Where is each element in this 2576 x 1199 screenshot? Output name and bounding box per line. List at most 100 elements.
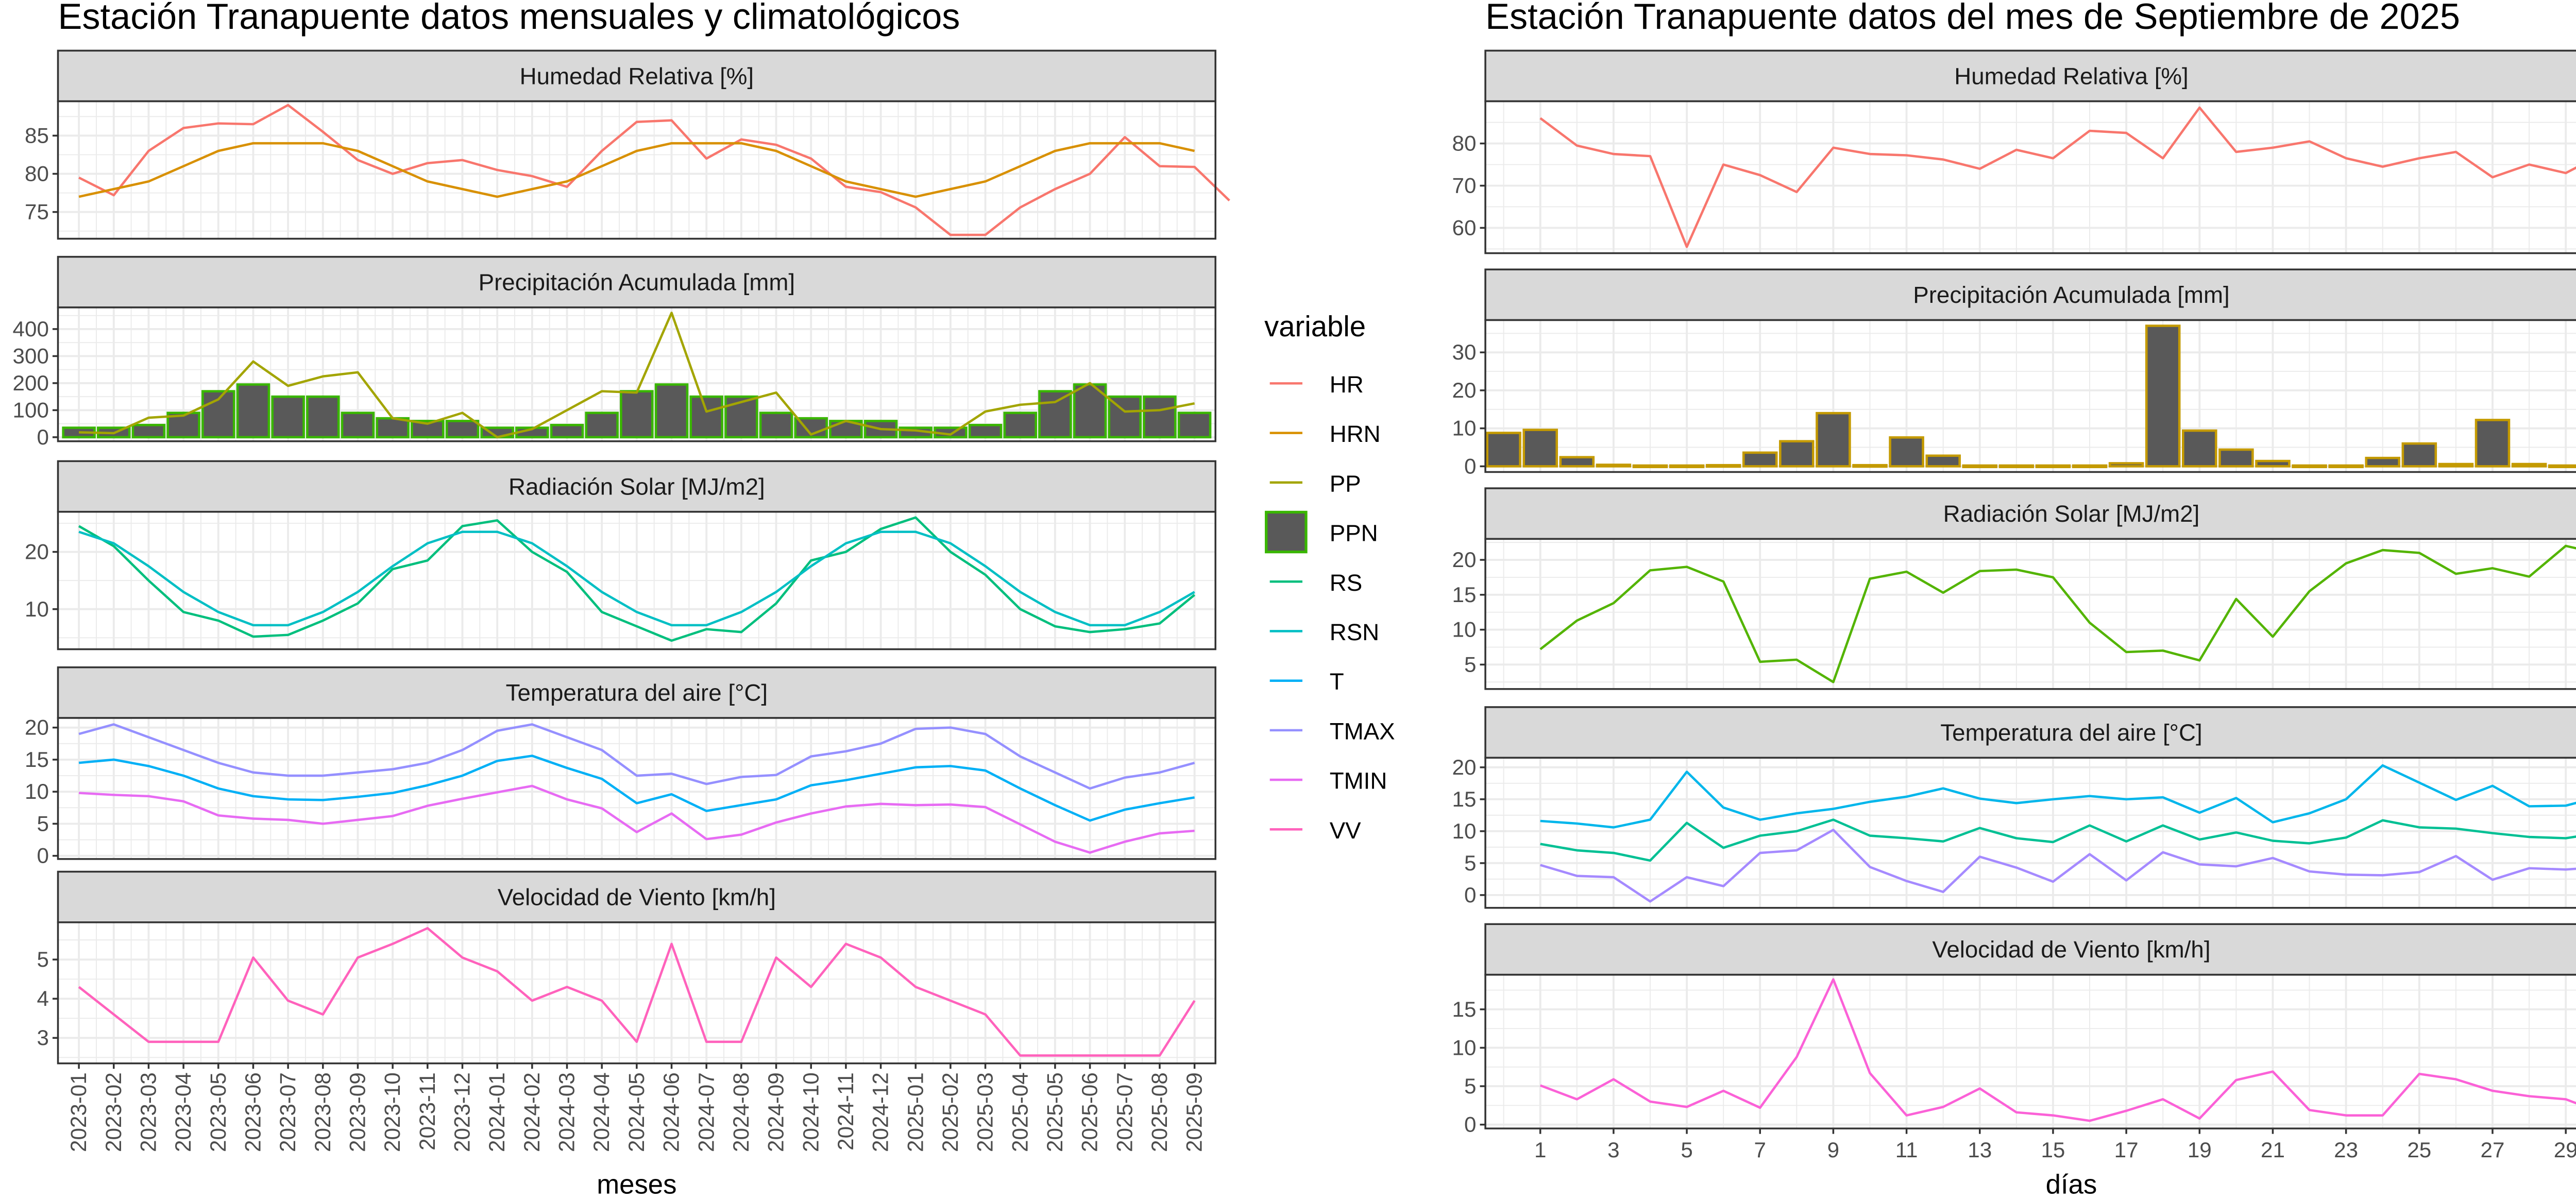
bar-ppn bbox=[306, 395, 340, 439]
y-tick-label: 10 bbox=[1452, 416, 1477, 440]
x-tick-label: 2023-02 bbox=[101, 1072, 126, 1152]
x-tick-label: 2023-08 bbox=[311, 1072, 335, 1152]
legend-label: PP bbox=[1330, 470, 1361, 496]
x-tick-label: 2023-12 bbox=[450, 1072, 474, 1152]
bar-ppn bbox=[550, 423, 584, 439]
x-tick-label: 2024-02 bbox=[520, 1072, 544, 1152]
line-vv bbox=[1539, 978, 2576, 1122]
y-tick-label: 300 bbox=[13, 344, 49, 368]
x-tick-label: 2023-10 bbox=[380, 1072, 404, 1152]
x-tick-label: 2025-08 bbox=[1147, 1072, 1172, 1152]
y-tick-label: 20 bbox=[1452, 755, 1477, 779]
y-tick-label: 80 bbox=[25, 162, 49, 186]
x-tick-label: 5 bbox=[1681, 1138, 1692, 1162]
line-rs bbox=[1539, 544, 2576, 683]
bar-pp bbox=[2548, 464, 2576, 469]
legend-item-tmax: TMAX bbox=[1269, 718, 1395, 744]
panel-strip bbox=[1484, 923, 2576, 976]
panel-strip bbox=[1484, 706, 2576, 759]
bar-ppn bbox=[1143, 395, 1177, 439]
bar-ppn bbox=[1038, 390, 1072, 439]
panel-strip-label: Temperatura del aire [°C] bbox=[1940, 720, 2202, 746]
x-tick-label: 2023-01 bbox=[66, 1072, 91, 1152]
x-tick-label: 2024-04 bbox=[589, 1072, 614, 1152]
panel-border bbox=[57, 510, 1216, 650]
x-tick-label: 2025-04 bbox=[1008, 1072, 1032, 1152]
bar-pp bbox=[2182, 429, 2217, 468]
legend-item-rsn: RSN bbox=[1269, 619, 1379, 645]
y-tick-label: 15 bbox=[1452, 787, 1477, 811]
bar-pp bbox=[2475, 419, 2511, 468]
line-hr bbox=[1539, 106, 2576, 248]
bar-pp bbox=[1559, 456, 1595, 468]
bar-pp bbox=[2108, 462, 2144, 468]
chart-title: Estación Tranapuente datos del mes de Se… bbox=[1485, 0, 2460, 37]
legend-label: RS bbox=[1330, 570, 1362, 596]
bar-pp bbox=[2365, 456, 2401, 468]
chart-title: Estación Tranapuente datos mensuales y c… bbox=[58, 0, 960, 37]
y-tick-label: 60 bbox=[1452, 215, 1477, 239]
bar-pp bbox=[1925, 454, 1961, 468]
bar-ppn bbox=[724, 395, 758, 439]
x-tick-label: 29 bbox=[2554, 1138, 2576, 1162]
line-vv bbox=[78, 927, 1196, 1057]
y-tick-label: 20 bbox=[1452, 547, 1477, 572]
legend-key-bar bbox=[1265, 510, 1308, 554]
legend-label: HRN bbox=[1330, 421, 1381, 447]
y-tick-label: 100 bbox=[13, 398, 49, 422]
x-tick-label: 2023-06 bbox=[241, 1072, 265, 1152]
x-tick-label: 1 bbox=[1534, 1138, 1546, 1162]
x-tick-label: 17 bbox=[2114, 1138, 2139, 1162]
legend-item-pp: PP bbox=[1269, 470, 1361, 496]
line-t bbox=[1540, 818, 2576, 862]
y-tick-label: 400 bbox=[13, 317, 49, 341]
plot-background bbox=[1485, 101, 2576, 253]
legend-title: variable bbox=[1264, 310, 1366, 342]
bar-ppn bbox=[1177, 412, 1212, 439]
panel-4: Temperatura del aire [°C] 0 5 10 15 20 bbox=[1452, 706, 2576, 909]
x-tick-label: 2023-05 bbox=[206, 1072, 230, 1152]
line-hrn bbox=[78, 142, 1195, 198]
x-tick-label: 9 bbox=[1827, 1138, 1839, 1162]
x-tick-label: 2025-06 bbox=[1078, 1072, 1102, 1152]
bar-pp bbox=[1742, 451, 1778, 468]
line-t bbox=[78, 755, 1195, 822]
panel-border bbox=[1484, 757, 2576, 909]
panel-strip-label: Humedad Relativa [%] bbox=[1954, 63, 2189, 89]
legend-item-hr: HR bbox=[1269, 371, 1364, 398]
bar-ppn bbox=[620, 390, 654, 439]
x-axis-title: días bbox=[2046, 1169, 2097, 1199]
x-tick-label: 2024-10 bbox=[799, 1072, 823, 1152]
panel-strip-label: Precipitación Acumulada [mm] bbox=[1913, 282, 2229, 308]
y-tick-label: 5 bbox=[1464, 851, 1476, 875]
bar-pp bbox=[1669, 464, 1705, 469]
y-tick-label: 85 bbox=[25, 123, 49, 147]
panel-strip bbox=[57, 460, 1216, 513]
bar-pp bbox=[2438, 463, 2474, 468]
y-tick-label: 30 bbox=[1452, 340, 1477, 364]
y-tick-label: 0 bbox=[1464, 454, 1476, 478]
panel-border bbox=[1484, 319, 2576, 473]
x-tick-label: 2025-09 bbox=[1182, 1072, 1207, 1152]
bar-pp bbox=[1632, 464, 1668, 469]
x-tick-label: 2024-03 bbox=[555, 1072, 579, 1152]
y-tick-label: 5 bbox=[1464, 1074, 1476, 1098]
x-tick-label: 2024-06 bbox=[659, 1072, 684, 1152]
x-tick-label: 2025-05 bbox=[1043, 1072, 1067, 1152]
x-tick-label: 2023-07 bbox=[276, 1072, 300, 1152]
x-axis: 2023-01 2023-02 2023-03 2023-04 2023-05 2023-… bbox=[66, 1063, 1207, 1199]
y-tick-label: 80 bbox=[1452, 131, 1477, 156]
y-tick-label: 5 bbox=[1464, 652, 1476, 676]
x-tick-label: 2023-09 bbox=[346, 1072, 370, 1152]
bar-pp bbox=[1852, 464, 1888, 468]
panel-strip-label: Radiación Solar [MJ/m2] bbox=[1943, 501, 2200, 527]
y-tick-label: 75 bbox=[25, 200, 49, 224]
line-hr bbox=[78, 104, 1230, 236]
bar-pp bbox=[2072, 464, 2108, 469]
y-tick-label: 0 bbox=[37, 844, 48, 868]
panel-strip-label: Precipitación Acumulada [mm] bbox=[479, 269, 795, 296]
legend-item-vv: VV bbox=[1269, 817, 1361, 844]
legend-label: RSN bbox=[1330, 619, 1379, 645]
bar-pp bbox=[1486, 432, 1521, 468]
